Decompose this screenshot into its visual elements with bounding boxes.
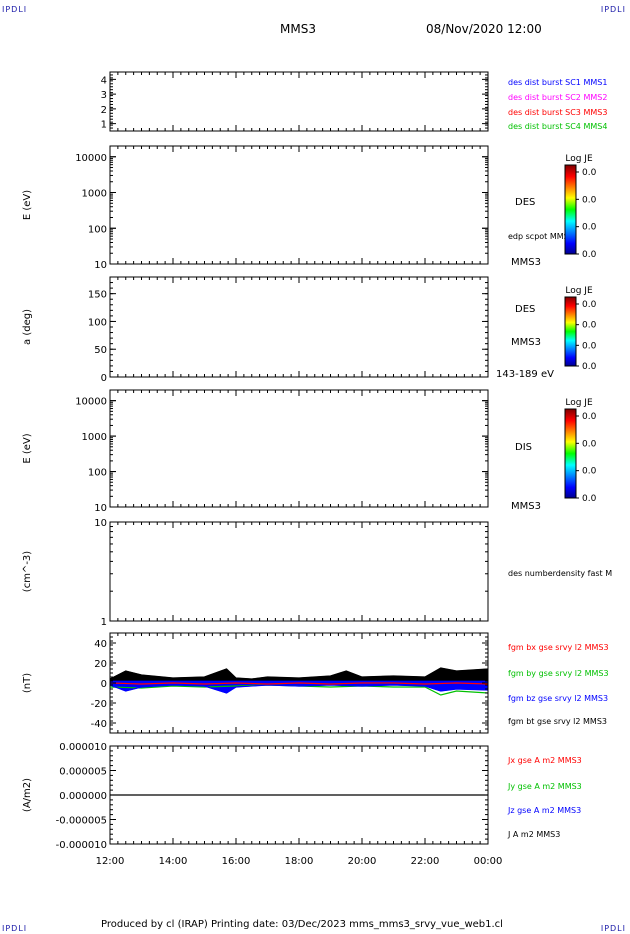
series-line-2 xyxy=(110,684,488,694)
panel-frame-des-energy xyxy=(109,145,489,265)
y-tick-label: 1000 xyxy=(82,189,107,200)
legend-entry: des dist burst SC1 MMS1 xyxy=(508,78,607,87)
header-spacecraft: MMS3 xyxy=(280,22,316,36)
x-tick-label: 22:00 xyxy=(411,856,440,867)
y-tick-label: -0.000005 xyxy=(56,816,107,827)
y-axis-label: E (eV) xyxy=(22,190,33,220)
panel-frame-des-pitch-angle xyxy=(109,276,489,378)
x-tick-label: 14:00 xyxy=(159,856,188,867)
y-tick-label: 0 xyxy=(101,373,107,384)
x-tick-label: 00:00 xyxy=(474,856,503,867)
legend-entry: Jx gse A m2 MMS3 xyxy=(507,756,582,765)
y-tick-label: 1000 xyxy=(82,432,107,443)
panel-side-label: DIS xyxy=(515,442,532,453)
colorbar-label: 0.0 xyxy=(582,223,597,233)
corner-label-top-right: IPDLI xyxy=(600,5,626,14)
panel-frame-burst-flags xyxy=(109,71,489,132)
y-tick-label: 20 xyxy=(94,659,107,670)
y-axis-label: a (deg) xyxy=(22,309,33,345)
legend-entry: fgm bx gse srvy l2 MMS3 xyxy=(508,643,609,652)
x-tick-label: 18:00 xyxy=(285,856,314,867)
footer-credit: Produced by cl (IRAP) Printing date: 03/… xyxy=(101,919,503,930)
y-tick-label: 100 xyxy=(88,317,107,328)
legend-entry: fgm bz gse srvy l2 MMS3 xyxy=(508,694,608,703)
panel-side-label: edp scpot MMS3 xyxy=(508,232,574,241)
y-tick-label: 0.000000 xyxy=(59,791,107,802)
y-tick-label: 10000 xyxy=(75,153,107,164)
corner-label-bottom-right: IPDLI xyxy=(600,924,626,933)
series-line-0 xyxy=(110,667,488,680)
legend-entry: des dist burst SC4 MMS4 xyxy=(508,122,607,131)
legend-entry: des dist burst SC3 MMS3 xyxy=(508,108,607,117)
y-tick-label: 2 xyxy=(101,105,107,116)
legend-entry: Jy gse A m2 MMS3 xyxy=(507,782,582,791)
colorbar-label: 0.0 xyxy=(582,168,597,178)
y-tick-label: 1 xyxy=(101,617,107,628)
y-tick-label: -20 xyxy=(91,699,107,710)
legend-entry: fgm bt gse srvy l2 MMS3 xyxy=(508,717,607,726)
y-tick-label: 10000 xyxy=(75,397,107,408)
y-tick-label: 10 xyxy=(94,260,107,271)
y-tick-label: 100 xyxy=(88,468,107,479)
colorbar-label: 0.0 xyxy=(582,195,597,205)
y-tick-label: 1 xyxy=(101,120,107,131)
y-tick-label: 3 xyxy=(101,90,107,101)
colorbar-label: 0.0 xyxy=(582,467,597,477)
panel-side-label: MMS3 xyxy=(511,501,541,512)
colorbar-title: Log JE xyxy=(565,398,593,408)
y-tick-label: 0.000005 xyxy=(59,767,107,778)
y-tick-label: 10 xyxy=(94,503,107,514)
colorbar-label: 0.0 xyxy=(582,321,597,331)
legend-entry: Jz gse A m2 MMS3 xyxy=(507,806,581,815)
y-tick-label: -40 xyxy=(91,719,107,730)
colorbar-label: 0.0 xyxy=(582,439,597,449)
y-axis-label: (A/m2) xyxy=(22,778,33,812)
legend-entry: des dist burst SC2 MMS2 xyxy=(508,93,607,102)
panel-frame-dis-energy xyxy=(109,389,489,508)
y-tick-label: 4 xyxy=(101,75,107,86)
y-tick-label: 0.000010 xyxy=(59,742,107,753)
colorbar xyxy=(564,408,577,499)
colorbar-label: 0.0 xyxy=(582,341,597,351)
colorbar xyxy=(564,164,577,255)
x-tick-label: 16:00 xyxy=(222,856,251,867)
x-tick-label: 12:00 xyxy=(96,856,125,867)
colorbar-title: Log JE xyxy=(565,286,593,296)
x-tick-label: 20:00 xyxy=(348,856,377,867)
colorbar-label: 0.0 xyxy=(582,362,597,372)
corner-label-bottom-left: IPDLI xyxy=(2,924,28,933)
colorbar-label: 0.0 xyxy=(582,300,597,310)
y-tick-label: 150 xyxy=(88,290,107,301)
legend-entry: des numberdensity fast M xyxy=(508,569,612,578)
colorbar-label: 0.0 xyxy=(582,494,597,504)
y-tick-label: 10 xyxy=(94,518,107,529)
y-tick-label: -0.000010 xyxy=(56,840,107,851)
panel-frame-density xyxy=(109,521,489,622)
y-axis-label: (cm^-3) xyxy=(22,551,33,592)
corner-label-top-left: IPDLI xyxy=(2,5,28,14)
series-line-1 xyxy=(110,684,488,696)
series-line-3 xyxy=(110,682,488,685)
colorbar-label: 0.0 xyxy=(582,412,597,422)
colorbar xyxy=(564,296,577,367)
y-axis-label: (nT) xyxy=(22,673,33,693)
panel-side-label: MMS3 xyxy=(511,257,541,268)
panel-side-label: DES xyxy=(515,304,535,315)
panel-side-label: MMS3 xyxy=(511,337,541,348)
y-tick-label: 50 xyxy=(94,345,107,356)
y-tick-label: 0 xyxy=(101,679,107,690)
legend-entry: J A m2 MMS3 xyxy=(507,830,560,839)
panel-side-label: DES xyxy=(515,197,535,208)
y-axis-label: E (eV) xyxy=(22,433,33,463)
panel-side-label: 143-189 eV xyxy=(496,369,554,380)
legend-entry: fgm by gse srvy l2 MMS3 xyxy=(508,669,609,678)
colorbar-label: 0.0 xyxy=(582,250,597,260)
header-datetime: 08/Nov/2020 12:00 xyxy=(426,22,542,36)
y-tick-label: 100 xyxy=(88,224,107,235)
y-tick-label: 40 xyxy=(94,639,107,650)
colorbar-title: Log JE xyxy=(565,154,593,164)
